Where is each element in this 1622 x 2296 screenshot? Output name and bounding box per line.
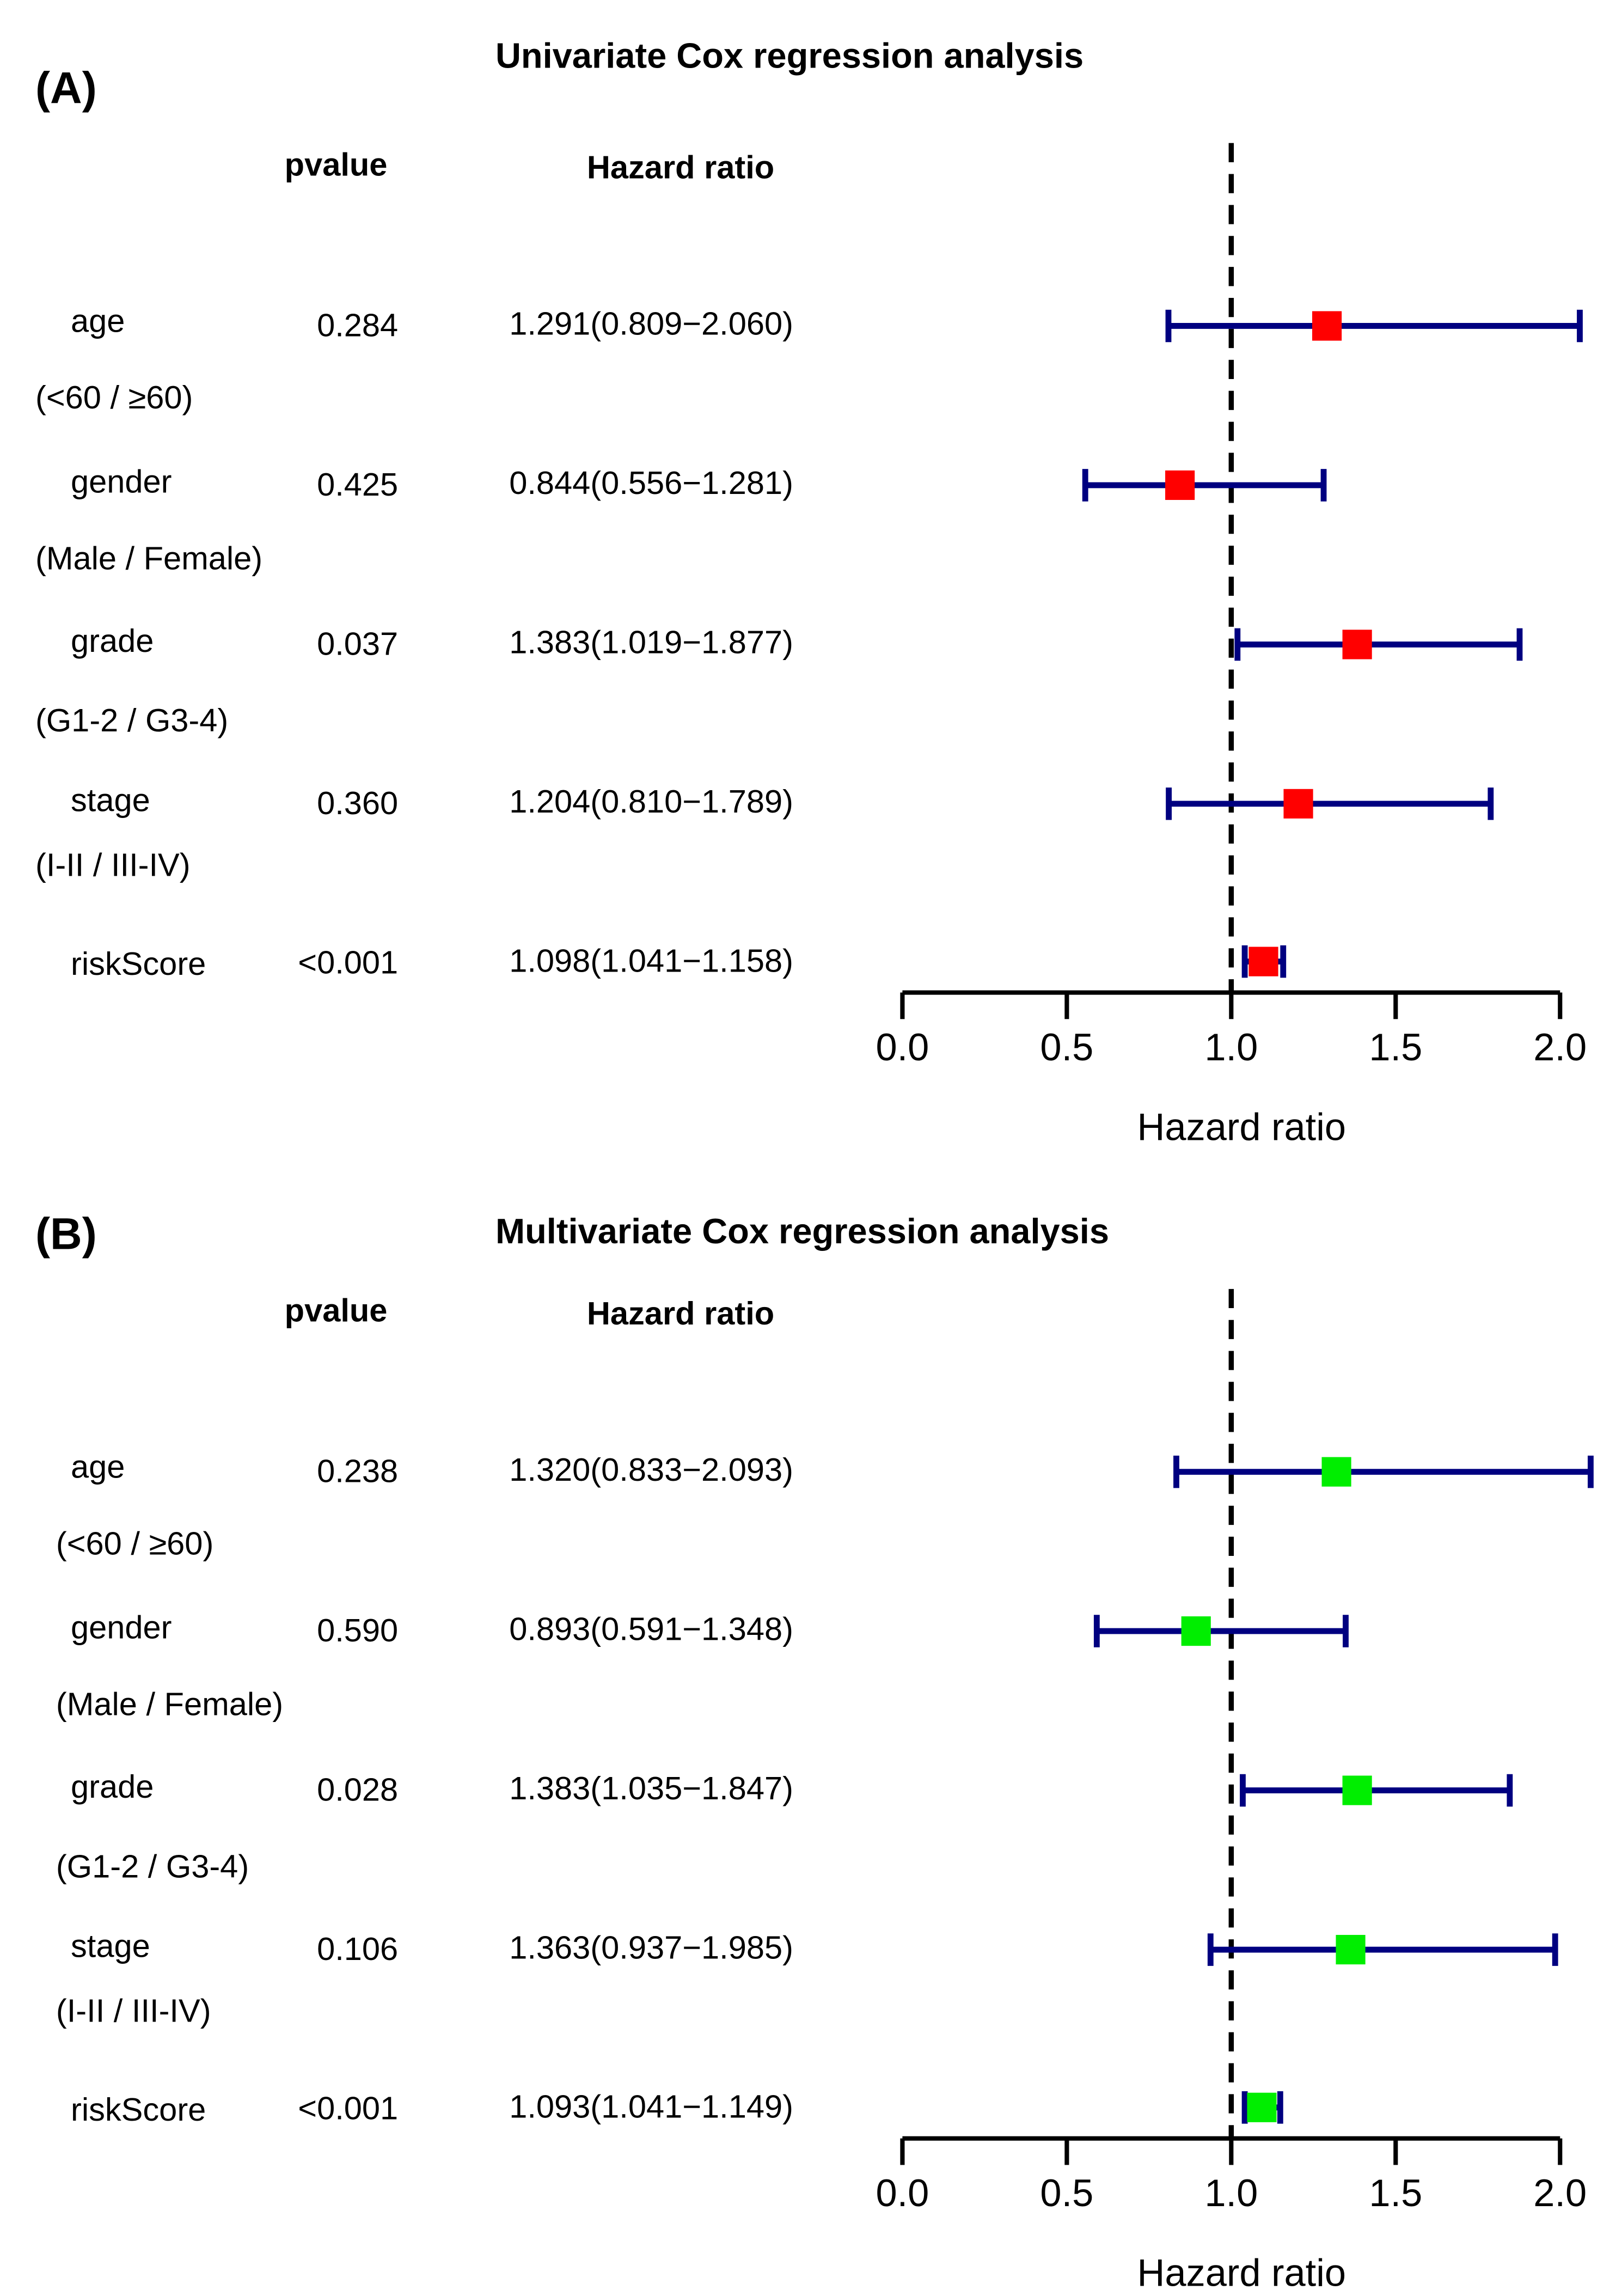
panel-label: (B) xyxy=(35,1211,97,1260)
row-hr-text: 1.098(1.041−1.158) xyxy=(509,942,794,980)
x-axis-title: Hazard ratio xyxy=(1137,2251,1346,2294)
hr-marker xyxy=(1342,630,1372,660)
row-label: age xyxy=(70,302,125,339)
chart-title: Multivariate Cox regression analysis xyxy=(495,1212,1110,1253)
row-pvalue: 0.284 xyxy=(317,307,399,344)
row-label: stage xyxy=(70,781,150,819)
row-pvalue: <0.001 xyxy=(298,2090,399,2127)
x-tick-label: 2.0 xyxy=(1533,2171,1587,2214)
chart-title: Univariate Cox regression analysis xyxy=(495,36,1084,77)
row-label: riskScore xyxy=(70,945,206,982)
x-tick-label: 0.0 xyxy=(876,1025,929,1068)
x-axis-title: Hazard ratio xyxy=(1137,1105,1346,1148)
row-hr-text: 1.320(0.833−2.093) xyxy=(509,1451,794,1488)
row-hr-text: 1.291(0.809−2.060) xyxy=(509,305,794,343)
row-hr-text: 1.093(1.041−1.149) xyxy=(509,2088,794,2126)
x-tick-label: 1.5 xyxy=(1369,1025,1422,1068)
row-sublabel: (G1-2 / G3-4) xyxy=(56,1848,249,1885)
row-hr-text: 0.893(0.591−1.348) xyxy=(509,1610,794,1647)
hr-marker xyxy=(1165,470,1195,500)
row-pvalue: 0.028 xyxy=(317,1771,399,1809)
x-tick-label: 2.0 xyxy=(1533,1025,1587,1068)
row-pvalue: 0.425 xyxy=(317,466,399,503)
row-label: grade xyxy=(70,1768,154,1805)
row-sublabel: (Male / Female) xyxy=(56,1686,284,1723)
row-pvalue: 0.238 xyxy=(317,1452,399,1490)
row-label: gender xyxy=(70,463,172,500)
row-pvalue: 0.106 xyxy=(317,1930,399,1968)
hr-marker xyxy=(1181,1616,1211,1646)
hr-marker xyxy=(1247,2092,1277,2122)
row-hr-text: 1.383(1.019−1.877) xyxy=(509,624,794,661)
row-sublabel: (I-II / III-IV) xyxy=(56,1992,211,2030)
row-pvalue: 0.360 xyxy=(317,784,399,822)
panel-multivariate: (B) Multivariate Cox regression analysis… xyxy=(0,1146,1622,2296)
row-hr-text: 1.363(0.937−1.985) xyxy=(509,1929,794,1966)
pvalue-header: pvalue xyxy=(284,146,388,183)
row-sublabel: (I-II / III-IV) xyxy=(35,846,191,884)
row-sublabel: (G1-2 / G3-4) xyxy=(35,702,229,739)
hr-marker xyxy=(1248,947,1278,976)
row-label: age xyxy=(70,1448,125,1485)
x-tick-label: 0.5 xyxy=(1040,1025,1093,1068)
panel-univariate: (A) Univariate Cox regression analysis p… xyxy=(35,36,1587,1149)
panel-label: (A) xyxy=(35,65,97,114)
hr-marker xyxy=(1283,789,1313,819)
hr-marker xyxy=(1342,1775,1372,1805)
hr-marker xyxy=(1312,311,1342,341)
forest-plot: 0.0 0.5 1.0 1.5 2.0 Hazard ratio xyxy=(876,1289,1594,2294)
hr-marker xyxy=(1321,1457,1351,1487)
row-pvalue: <0.001 xyxy=(298,944,399,981)
row-label: riskScore xyxy=(70,2091,206,2128)
row-label: stage xyxy=(70,1927,150,1965)
row-hr-text: 1.204(0.810−1.789) xyxy=(509,783,794,820)
hazard-ratio-header: Hazard ratio xyxy=(586,149,775,186)
x-tick-label: 1.0 xyxy=(1204,2171,1258,2214)
pvalue-header: pvalue xyxy=(284,1292,388,1329)
x-tick-label: 0.5 xyxy=(1040,2171,1093,2214)
row-label: gender xyxy=(70,1609,172,1646)
row-sublabel: (<60 / ≥60) xyxy=(35,378,193,416)
row-pvalue: 0.037 xyxy=(317,625,399,662)
hr-marker xyxy=(1336,1934,1366,1965)
x-tick-label: 1.0 xyxy=(1204,1025,1258,1068)
row-sublabel: (Male / Female) xyxy=(35,540,263,577)
row-hr-text: 1.383(1.035−1.847) xyxy=(509,1769,794,1807)
hazard-ratio-header: Hazard ratio xyxy=(586,1294,775,1332)
row-sublabel: (<60 / ≥60) xyxy=(56,1525,214,1562)
x-tick-label: 1.5 xyxy=(1369,2171,1422,2214)
x-tick-label: 0.0 xyxy=(876,2171,929,2214)
forest-plot: 0.0 0.5 1.0 1.5 2.0 Hazard ratio xyxy=(876,143,1587,1148)
row-label: grade xyxy=(70,622,154,660)
row-hr-text: 0.844(0.556−1.281) xyxy=(509,465,794,502)
row-pvalue: 0.590 xyxy=(317,1611,399,1649)
